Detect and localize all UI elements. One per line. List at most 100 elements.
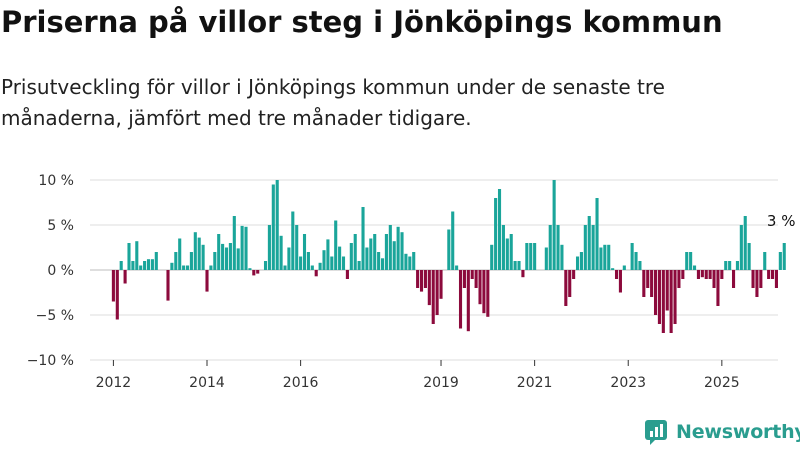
bar <box>513 261 517 270</box>
bar <box>143 261 147 270</box>
bar <box>338 246 342 270</box>
bar <box>603 244 607 270</box>
bar <box>127 243 131 270</box>
bar <box>373 234 377 270</box>
bar <box>267 225 271 270</box>
bar <box>466 270 470 332</box>
bar <box>369 238 373 270</box>
bar <box>529 243 533 270</box>
bar <box>345 270 349 279</box>
bar <box>455 265 459 270</box>
bar <box>462 270 466 288</box>
bar <box>119 261 123 270</box>
bar <box>252 270 256 276</box>
bar <box>263 261 268 270</box>
bar <box>642 270 646 297</box>
bar <box>146 259 151 270</box>
bar <box>607 244 611 270</box>
bar <box>525 243 529 270</box>
x-tick-label: 2019 <box>423 375 459 390</box>
bar <box>135 241 139 270</box>
bar <box>111 270 115 302</box>
bar <box>299 256 303 270</box>
bar <box>174 252 178 270</box>
bar-chart: 10 % 5 % 0 % −5 % −10 % 2012 2014 2016 2019 2021… <box>27 173 796 390</box>
bar <box>728 261 732 270</box>
bar <box>665 270 669 311</box>
bar <box>228 243 232 270</box>
bar <box>349 243 353 270</box>
bar <box>447 229 451 270</box>
bar <box>517 261 521 270</box>
x-tick-label: 2012 <box>96 375 132 390</box>
bar <box>614 270 619 279</box>
bar <box>509 234 513 270</box>
chart-subtitle: Prisutveckling för villor i Jönköpings k… <box>1 75 665 130</box>
bar <box>275 180 279 270</box>
bar <box>575 256 580 270</box>
bar <box>240 225 244 270</box>
bar <box>599 247 603 270</box>
bar <box>486 270 490 317</box>
bar <box>287 247 291 270</box>
bar <box>131 261 135 270</box>
bar <box>587 216 591 270</box>
bar <box>657 270 661 324</box>
brand-name: Newsworthy <box>676 421 800 443</box>
bar <box>115 270 119 320</box>
bar <box>431 270 435 324</box>
bar <box>696 270 700 279</box>
bar <box>205 270 209 292</box>
bar <box>224 247 229 270</box>
bar <box>322 250 326 270</box>
y-tick-label: 0 % <box>47 263 74 279</box>
y-tick-label: 5 % <box>47 218 74 234</box>
bar <box>423 270 427 288</box>
y-tick-label: −10 % <box>27 353 74 369</box>
bar <box>357 261 361 270</box>
bar <box>377 252 381 270</box>
bar <box>256 270 260 274</box>
bar <box>634 252 638 270</box>
bars <box>111 180 786 333</box>
bar <box>568 270 572 297</box>
x-tick-label: 2021 <box>517 375 553 390</box>
bar <box>700 270 704 278</box>
bar <box>704 270 708 279</box>
bar <box>193 232 197 270</box>
bar <box>669 270 673 333</box>
bar <box>572 270 576 279</box>
bar <box>751 270 755 288</box>
bar <box>747 243 751 270</box>
newsworthy-logo-icon <box>645 420 667 445</box>
x-tick-label: 2016 <box>283 375 319 390</box>
bar <box>400 232 404 270</box>
bar <box>217 234 221 270</box>
chart-title: Priserna på villor steg i Jönköpings kom… <box>1 5 723 39</box>
bar <box>314 270 318 277</box>
bar <box>564 270 568 306</box>
bar <box>451 211 455 270</box>
bar <box>763 252 767 270</box>
bar <box>548 225 552 270</box>
bar <box>653 270 658 315</box>
bar <box>595 198 599 270</box>
bar <box>170 262 174 270</box>
bar <box>427 270 431 306</box>
bar <box>497 189 502 270</box>
bar <box>505 238 509 270</box>
bar <box>392 241 396 270</box>
bar <box>279 235 283 270</box>
bar <box>221 243 225 270</box>
bar <box>404 253 408 270</box>
bar <box>388 225 392 270</box>
bar <box>482 270 486 314</box>
bar <box>661 270 665 333</box>
bar <box>458 270 463 329</box>
bar <box>611 268 615 270</box>
bar <box>622 265 626 270</box>
bar <box>782 243 786 270</box>
bar <box>490 244 494 270</box>
bar <box>150 259 154 270</box>
bar <box>638 261 642 270</box>
